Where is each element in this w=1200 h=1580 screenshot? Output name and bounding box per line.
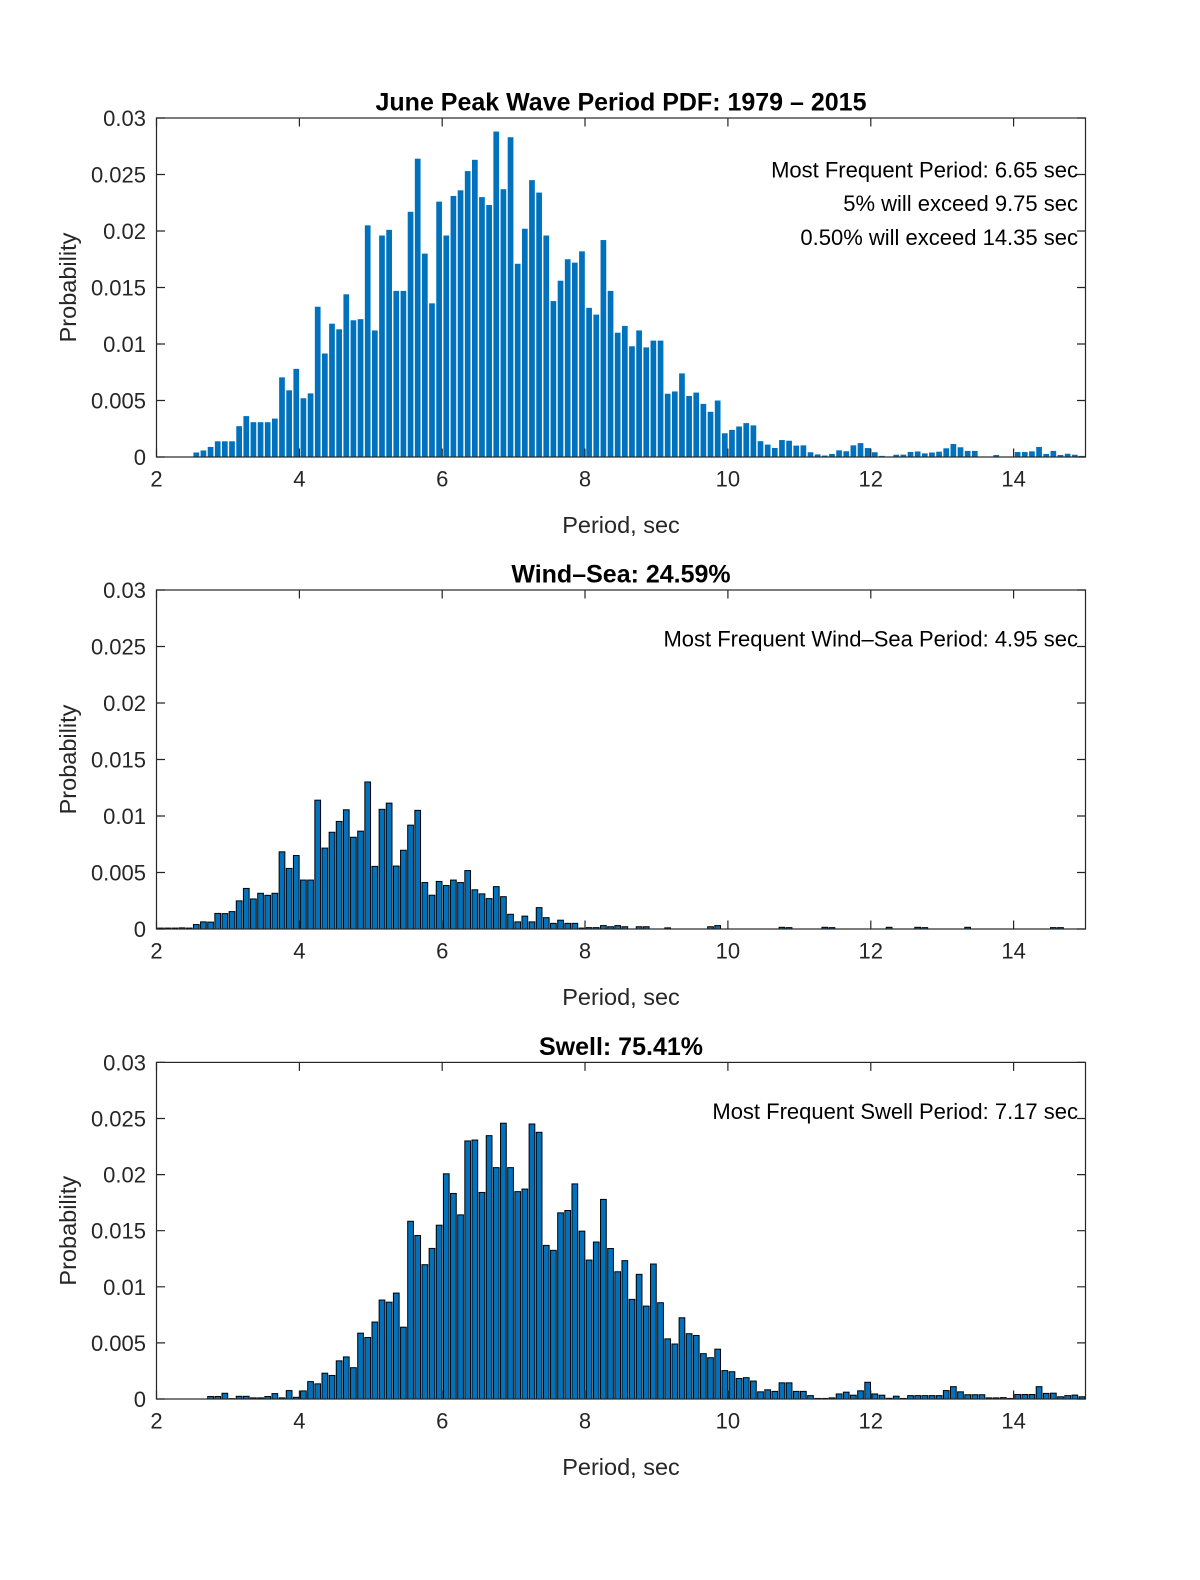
svg-text:6: 6 — [436, 466, 448, 491]
svg-text:Period, sec: Period, sec — [562, 512, 680, 538]
svg-text:Most Frequent Swell Period: 7.: Most Frequent Swell Period: 7.17 sec — [712, 1099, 1078, 1124]
svg-text:0: 0 — [134, 445, 146, 470]
svg-text:0.015: 0.015 — [91, 748, 146, 773]
svg-text:10: 10 — [716, 466, 740, 491]
svg-text:5% will exceed 9.75 sec: 5% will exceed 9.75 sec — [843, 191, 1078, 216]
svg-text:14: 14 — [1001, 938, 1025, 963]
svg-text:Most Frequent Wind–Sea Period:: Most Frequent Wind–Sea Period: 4.95 sec — [663, 627, 1078, 652]
svg-text:2: 2 — [150, 466, 162, 491]
svg-text:Period, sec: Period, sec — [562, 1454, 680, 1480]
svg-text:0.02: 0.02 — [103, 1163, 146, 1188]
svg-text:Swell: 75.41%: Swell: 75.41% — [539, 1033, 703, 1061]
svg-text:4: 4 — [293, 938, 305, 963]
svg-text:0.005: 0.005 — [91, 861, 146, 886]
svg-text:12: 12 — [859, 938, 883, 963]
svg-text:6: 6 — [436, 1408, 448, 1433]
svg-text:4: 4 — [293, 466, 305, 491]
svg-text:2: 2 — [150, 938, 162, 963]
svg-text:0.01: 0.01 — [103, 332, 146, 357]
svg-text:2: 2 — [150, 1408, 162, 1433]
svg-text:0.015: 0.015 — [91, 1219, 146, 1244]
svg-text:14: 14 — [1001, 466, 1025, 491]
svg-text:10: 10 — [716, 1408, 740, 1433]
svg-text:June Peak Wave Period PDF: 197: June Peak Wave Period PDF: 1979 – 2015 — [376, 89, 867, 117]
svg-text:10: 10 — [716, 938, 740, 963]
svg-text:0.02: 0.02 — [103, 219, 146, 244]
svg-text:14: 14 — [1001, 1408, 1025, 1433]
svg-text:0.01: 0.01 — [103, 804, 146, 829]
svg-text:0.025: 0.025 — [91, 635, 146, 660]
svg-text:Probability: Probability — [55, 704, 81, 814]
svg-text:Period, sec: Period, sec — [562, 984, 680, 1010]
svg-text:8: 8 — [579, 466, 591, 491]
svg-text:0.03: 0.03 — [103, 578, 146, 603]
svg-text:4: 4 — [293, 1408, 305, 1433]
svg-text:12: 12 — [859, 1408, 883, 1433]
svg-text:0: 0 — [134, 917, 146, 942]
svg-text:6: 6 — [436, 938, 448, 963]
svg-text:0.03: 0.03 — [103, 106, 146, 131]
svg-text:0.50% will exceed 14.35 sec: 0.50% will exceed 14.35 sec — [800, 225, 1078, 250]
svg-text:0: 0 — [134, 1387, 146, 1412]
svg-text:12: 12 — [859, 466, 883, 491]
svg-text:Probability: Probability — [55, 1176, 81, 1286]
svg-text:0.02: 0.02 — [103, 691, 146, 716]
svg-text:0.03: 0.03 — [103, 1050, 146, 1075]
svg-text:Probability: Probability — [55, 232, 81, 342]
svg-text:Most Frequent Period: 6.65 sec: Most Frequent Period: 6.65 sec — [771, 157, 1078, 182]
svg-text:0.025: 0.025 — [91, 163, 146, 188]
svg-text:0.015: 0.015 — [91, 276, 146, 301]
svg-text:0.025: 0.025 — [91, 1107, 146, 1132]
svg-text:0.005: 0.005 — [91, 1331, 146, 1356]
svg-text:8: 8 — [579, 938, 591, 963]
svg-text:8: 8 — [579, 1408, 591, 1433]
svg-text:Wind–Sea: 24.59%: Wind–Sea: 24.59% — [511, 560, 730, 588]
svg-text:0.005: 0.005 — [91, 389, 146, 414]
svg-text:0.01: 0.01 — [103, 1275, 146, 1300]
